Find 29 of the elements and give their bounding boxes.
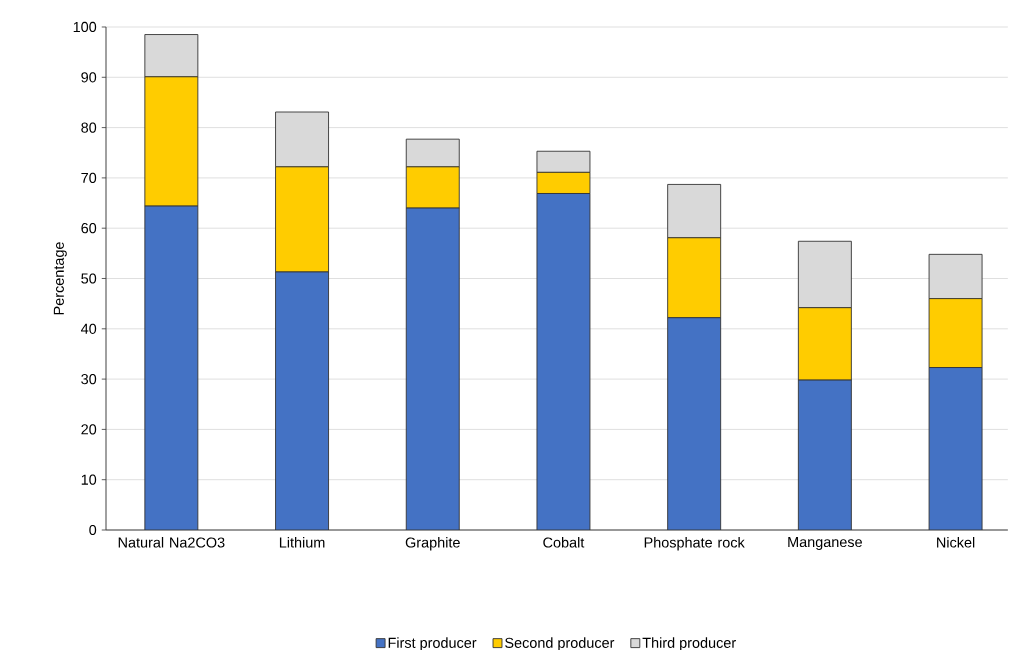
y-tick-label: 60: [81, 223, 97, 234]
y-tick-label: 50: [81, 273, 97, 284]
x-tick-label: Nickel: [937, 537, 975, 548]
legend-label: First producer: [388, 637, 477, 650]
x-tick-label: Manganese: [788, 537, 862, 550]
y-tick-label: 100: [73, 21, 97, 33]
y-tick-label: 90: [81, 72, 97, 83]
bar: [144, 205, 199, 530]
bar: [275, 271, 329, 530]
x-tick-label: Natural Na2CO3: [118, 537, 225, 548]
bar: [928, 367, 983, 530]
x-tick-label: Lithium: [279, 537, 325, 548]
bar: [797, 379, 852, 530]
y-tick-label: 0: [89, 524, 97, 536]
y-tick-label: 20: [81, 424, 97, 435]
x-tick-label: Phosphate rock: [644, 537, 745, 551]
x-tick-label: Graphite: [405, 537, 460, 551]
legend-label: Second producer: [505, 637, 615, 650]
bar: [405, 207, 460, 530]
y-tick-label: 30: [81, 373, 97, 385]
bar: [536, 193, 591, 530]
y-axis-title: Percentage: [53, 242, 67, 315]
y-tick-label: 80: [81, 122, 97, 133]
y-tick-label: 40: [80, 323, 97, 334]
y-tick-label: 70: [81, 172, 97, 184]
x-tick-label: Cobalt: [543, 537, 585, 548]
bar: [667, 317, 722, 530]
y-tick-label: 10: [81, 474, 97, 485]
legend-label: Third producer: [642, 637, 736, 650]
